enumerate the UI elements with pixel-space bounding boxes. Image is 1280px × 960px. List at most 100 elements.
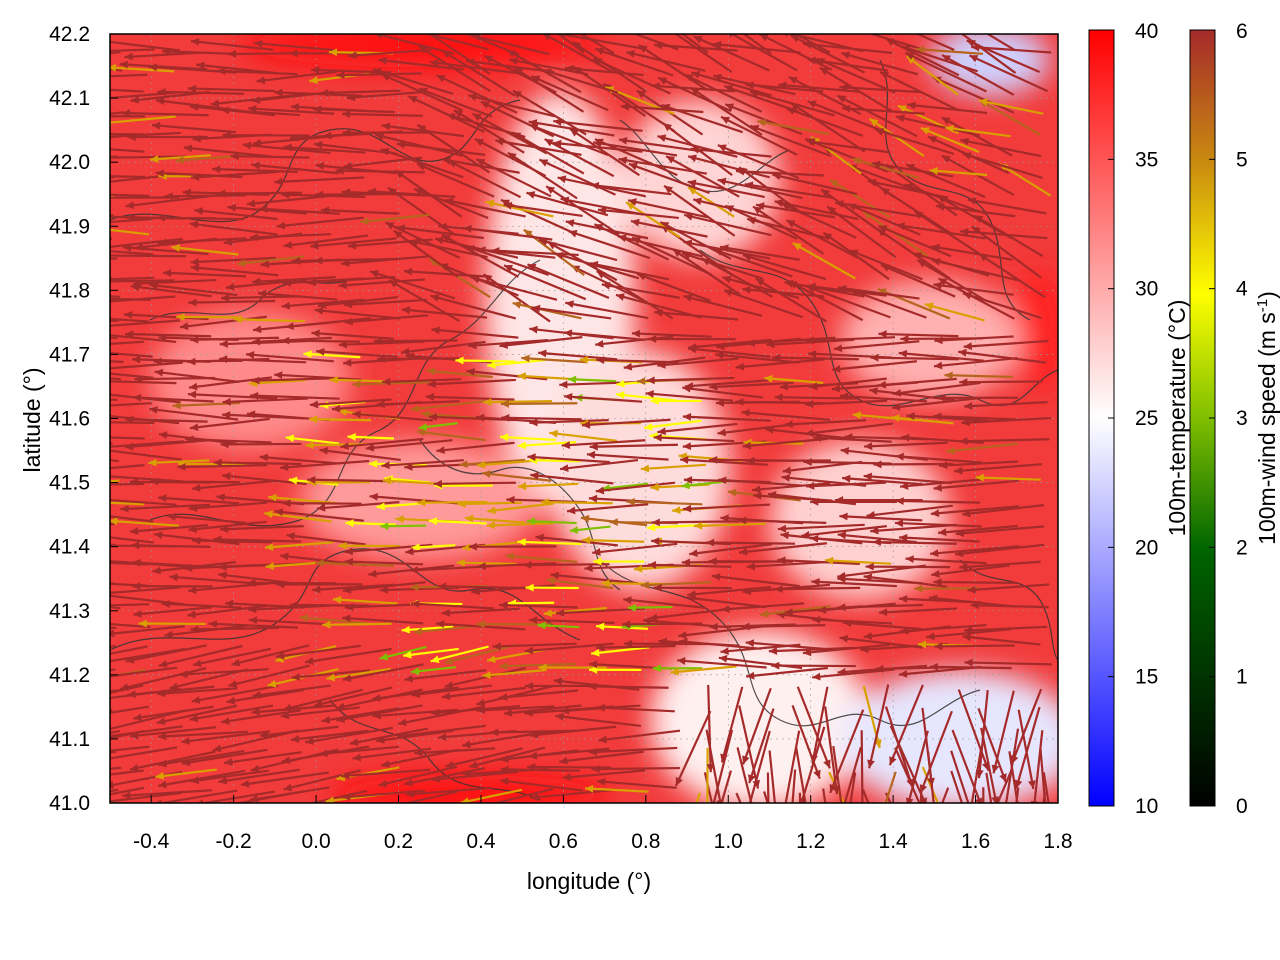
wind-vector-head (338, 541, 347, 550)
wind-vector-shaft (428, 34, 491, 75)
wind-vector-shaft (806, 139, 891, 154)
wind-vector-head (869, 387, 878, 395)
wind-vector-head (97, 244, 105, 252)
wind-vector-shaft (378, 765, 458, 787)
wind-vector-head (735, 167, 745, 176)
wind-vector-shaft (228, 664, 311, 687)
wind-vector-shaft (463, 226, 553, 241)
wind-vector-shaft (618, 138, 704, 153)
wind-label-end: ) (1254, 291, 1280, 299)
wind-vector-shaft (332, 598, 398, 605)
wind-vector-head (623, 639, 633, 648)
wind-vector-head (741, 622, 750, 631)
wind-vector-head (472, 113, 482, 121)
wind-vector-head (708, 557, 717, 566)
wind-vector-shaft (544, 138, 615, 178)
wind-vector-shaft (950, 770, 964, 803)
wind-vector-shaft (189, 222, 278, 236)
wind-vector-shaft (381, 124, 465, 138)
wind-vector-head (544, 139, 554, 147)
wind-vector-shaft (777, 558, 860, 566)
wind-vector-head (804, 429, 814, 437)
wind-vector-head (378, 804, 387, 812)
wind-vector-shaft (465, 59, 555, 74)
wind-vector-head (410, 667, 420, 676)
wind-vector-head (651, 537, 660, 546)
wind-vector-shaft (898, 351, 984, 362)
wind-vector-shaft (684, 73, 763, 113)
wind-vector-head (30, 256, 38, 264)
wind-vector-head (291, 257, 301, 265)
wind-vector-head (637, 377, 646, 386)
wind-vector-head (463, 769, 472, 778)
wind-vector-head (683, 294, 693, 302)
wind-vector-head (778, 81, 787, 90)
wind-vector-head (190, 776, 200, 785)
wind-vector-head (441, 234, 451, 243)
wind-vector-head (933, 412, 942, 421)
wind-vector-head (459, 460, 468, 469)
wind-vector-head (966, 40, 976, 48)
wind-vector-head (700, 3, 709, 11)
wind-vector-head (506, 495, 515, 504)
wind-vector-head (431, 708, 440, 717)
wind-vector-shaft (442, 158, 520, 174)
wind-vector-shaft (218, 357, 307, 364)
wind-vector-head (131, 541, 140, 550)
wind-vector-head (765, 846, 773, 854)
wind-vector-head (175, 156, 184, 164)
wind-vector-shaft (955, 525, 1045, 535)
wind-vector-shaft (230, 154, 310, 159)
wind-vector-shaft (187, 393, 278, 400)
wind-vector-shaft (110, 648, 185, 663)
wind-vector-shaft (720, 770, 733, 803)
wind-vector-shaft (176, 315, 242, 319)
wind-vector-head (500, 199, 510, 207)
wind-vector-head (29, 269, 37, 277)
wind-vector-head (528, 119, 538, 127)
wind-vector-head (962, 633, 971, 642)
wind-vector-shaft (686, 596, 767, 609)
wind-vector-shaft (183, 146, 271, 158)
wind-vector-shaft (590, 183, 672, 196)
wind-vector-shaft (877, 377, 957, 387)
wind-vector-shaft (482, 669, 546, 677)
wind-vector-head (539, 159, 549, 167)
wind-vector-head (538, 349, 547, 358)
wind-vector-head (376, 736, 385, 744)
wind-vector-head (900, 626, 909, 635)
wind-vector-shaft (791, 769, 797, 803)
wind-vector-shaft (523, 563, 610, 567)
wind-vector-head (39, 140, 47, 148)
wind-vector-head (716, 799, 724, 803)
wind-vector-head (517, 372, 526, 381)
wind-vector-head (342, 585, 352, 594)
wind-vector-head (589, 261, 599, 269)
wind-vector-head (852, 157, 862, 165)
wind-vector-head (184, 564, 193, 572)
wind-vector-head (378, 56, 387, 65)
wind-vector-shaft (276, 216, 364, 228)
wind-vector-head (812, 615, 821, 624)
wind-vector-shaft (161, 602, 242, 609)
wind-vector-shaft (309, 398, 392, 407)
wind-vector-shaft (931, 564, 1010, 576)
wind-vector-shaft (446, 113, 526, 139)
wind-vector-shaft (841, 51, 919, 76)
wind-vector-shaft (963, 625, 1048, 632)
wind-vector-head (158, 660, 168, 668)
wind-vector-shaft (559, 459, 639, 471)
wind-vector-shaft (719, 245, 800, 261)
wind-vector-head (317, 503, 326, 512)
wind-vector-head (250, 391, 259, 400)
wind-vector-shaft (729, 34, 798, 72)
wind-vector-head (991, 796, 999, 803)
wind-vector-shaft (880, 263, 956, 298)
wind-vector-shaft (867, 179, 949, 199)
colorbar-tick-label: 20 (1135, 536, 1158, 559)
wind-vector-shaft (110, 132, 144, 136)
wind-vector-head (338, 281, 347, 290)
wind-vector-head (133, 713, 142, 722)
wind-vector-shaft (475, 158, 552, 198)
